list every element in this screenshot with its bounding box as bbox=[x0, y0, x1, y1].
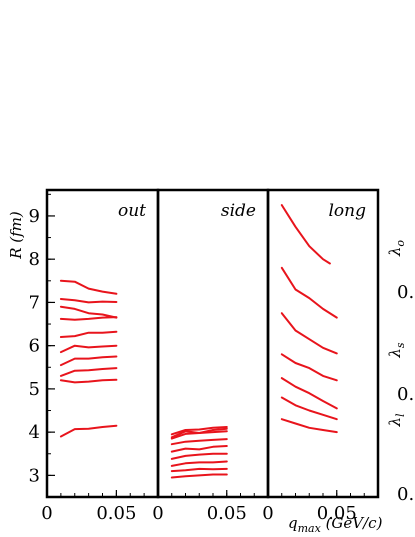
y-tick-label: 6 bbox=[29, 336, 40, 357]
series-line-out bbox=[59, 367, 118, 377]
series-line-long bbox=[280, 204, 331, 265]
series-line-long bbox=[280, 418, 338, 434]
y-tick-label: 7 bbox=[29, 292, 40, 313]
series-line-out bbox=[59, 355, 118, 367]
series-line-out bbox=[59, 316, 118, 321]
series-line-long bbox=[280, 396, 338, 421]
panel-label-side: side bbox=[221, 201, 256, 221]
series-line-side bbox=[170, 438, 228, 446]
series-lines bbox=[59, 204, 338, 479]
y-tick-label: 4 bbox=[29, 422, 40, 443]
right-value-label: 0.9 bbox=[397, 282, 415, 303]
chart-labels: 0 0.05 out 0 0.05 side 0 0.05 long 3 4 5 6 7 8 9R (fm) q… bbox=[7, 201, 415, 535]
series-line-long bbox=[280, 266, 338, 319]
series-line-long bbox=[280, 377, 338, 410]
panel-frame-out bbox=[45, 188, 160, 499]
x-tick-label: 0.05 bbox=[317, 503, 357, 524]
series-line-side bbox=[170, 426, 228, 436]
panel-frame-long bbox=[266, 188, 380, 499]
right-value-label: 0.9 bbox=[397, 484, 415, 505]
series-line-out bbox=[59, 279, 118, 295]
series-line-out bbox=[59, 424, 118, 438]
series-line-side bbox=[170, 473, 228, 479]
y-tick-label: 3 bbox=[29, 465, 40, 486]
panel-frames bbox=[45, 188, 380, 499]
series-line-long bbox=[280, 353, 338, 382]
series-line-side bbox=[170, 445, 228, 453]
x-tick-label: 0.05 bbox=[207, 503, 247, 524]
panel-label-out: out bbox=[118, 201, 146, 221]
axis-ticks bbox=[46, 193, 365, 498]
series-line-out bbox=[59, 344, 118, 354]
series-line-side bbox=[170, 427, 228, 439]
right-lambda-label: λo bbox=[386, 240, 407, 258]
panel-label-long: long bbox=[328, 201, 366, 221]
series-line-side bbox=[170, 460, 228, 467]
right-lambda-label: λs bbox=[386, 342, 407, 359]
y-tick-label: 9 bbox=[29, 206, 40, 227]
x-axis-title: qmax (GeV/c) bbox=[288, 514, 383, 535]
x-tick-label: 0.05 bbox=[96, 503, 136, 524]
series-line-out bbox=[59, 305, 118, 319]
y-axis-title: R (fm) bbox=[7, 211, 25, 260]
right-lambda-label: λl bbox=[386, 413, 407, 428]
right-value-label: 0.9 bbox=[397, 384, 415, 405]
series-line-side bbox=[170, 467, 228, 473]
x-tick-label: 0 bbox=[152, 503, 163, 524]
y-tick-label: 8 bbox=[29, 249, 40, 270]
series-line-out bbox=[59, 378, 118, 384]
series-line-out bbox=[59, 330, 118, 338]
x-tick-label: 0 bbox=[41, 503, 52, 524]
series-line-side bbox=[170, 452, 228, 460]
y-tick-label: 5 bbox=[29, 379, 40, 400]
x-tick-label: 0 bbox=[262, 503, 273, 524]
series-line-out bbox=[59, 298, 118, 304]
series-line-long bbox=[280, 312, 338, 355]
